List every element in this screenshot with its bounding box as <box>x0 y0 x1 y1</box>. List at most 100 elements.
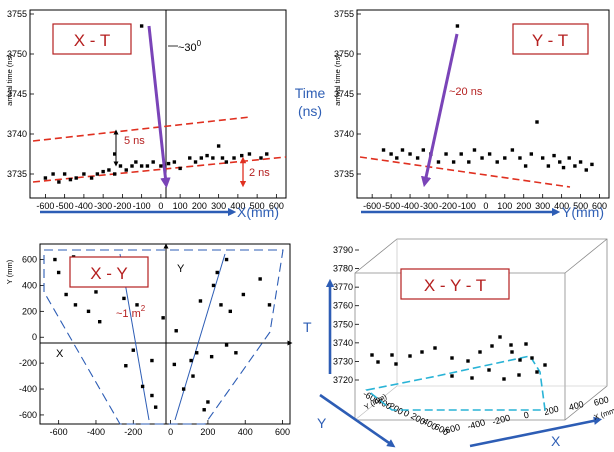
x-y-label: X - Y <box>90 264 127 283</box>
data-point <box>518 358 522 362</box>
data-point <box>444 152 448 156</box>
data-point <box>53 257 57 262</box>
data-point <box>436 160 441 164</box>
data-point <box>495 160 499 164</box>
data-point <box>455 24 460 28</box>
y-t-ylabel: arrival time (ns) <box>333 54 342 106</box>
x-tick-label: 0 <box>168 427 173 437</box>
x3d-tick-label: -400 <box>466 417 486 431</box>
y-tick-label: 3735 <box>334 169 354 179</box>
x-t-ylabel: arrival time (ns) <box>5 54 14 106</box>
data-point <box>247 152 252 156</box>
x3d-tick-label: 200 <box>543 404 560 418</box>
data-point <box>433 346 437 350</box>
x3d-axis-arrow <box>469 416 603 448</box>
data-point <box>267 303 272 307</box>
data-point <box>145 164 150 168</box>
y-tick-label: -600 <box>19 410 37 420</box>
data-point <box>408 354 412 358</box>
data-point <box>478 350 482 354</box>
x-tick-label: 400 <box>554 201 569 211</box>
data-point <box>150 358 154 363</box>
x-y-t-label: X - Y - T <box>424 276 486 295</box>
t-tick-label: 3730 <box>333 356 353 366</box>
data-point <box>159 164 163 168</box>
box-base-diag <box>354 385 398 421</box>
data-point <box>370 353 374 357</box>
y-axis-name: Y(mm) <box>562 204 604 220</box>
y-tick-label: 3755 <box>7 9 27 19</box>
data-point <box>517 373 521 377</box>
data-point <box>265 152 269 156</box>
x-y-label-box <box>69 256 149 288</box>
time-unit: (ns) <box>298 103 322 119</box>
y-t-label-box <box>512 23 589 55</box>
x-y-ylabel: Y (mm) <box>5 259 14 284</box>
data-point <box>62 172 67 176</box>
data-point <box>202 408 206 412</box>
t-tick-label: 3780 <box>333 264 353 274</box>
data-point <box>573 164 577 168</box>
x-tick-label: 600 <box>269 201 284 211</box>
data-point <box>421 148 426 152</box>
data-point <box>503 156 507 160</box>
data-point <box>188 156 192 160</box>
data-point <box>199 156 204 160</box>
y-tick-label: 600 <box>22 255 37 265</box>
x-y-t-points <box>370 335 547 381</box>
x-tick-label: -600 <box>363 201 381 211</box>
y-tick-label: -200 <box>19 358 37 368</box>
y-tick-label: 3755 <box>334 9 354 19</box>
data-point <box>552 153 556 158</box>
box-top-edge <box>564 238 608 274</box>
t-tick-label: 3790 <box>333 245 353 255</box>
data-point <box>139 164 144 168</box>
data-point <box>523 164 528 168</box>
y-tick-label: 400 <box>22 280 37 290</box>
data-point <box>131 348 135 352</box>
x-tick-label: 600 <box>592 201 607 211</box>
data-point <box>89 176 94 180</box>
data-point <box>510 350 514 354</box>
x-t-label: X - T <box>74 31 111 50</box>
data-point <box>467 160 471 164</box>
data-point <box>161 316 165 320</box>
y-t-label: Y - T <box>532 31 568 50</box>
data-point <box>558 160 562 164</box>
x-tick-label: 200 <box>192 201 207 211</box>
y3d-axis-name: Y <box>317 415 327 431</box>
data-point <box>172 362 177 367</box>
data-point <box>241 292 246 297</box>
data-point <box>535 120 539 124</box>
box-outline <box>354 238 608 421</box>
data-point <box>466 359 470 363</box>
x-t-points <box>43 24 269 184</box>
data-point <box>389 152 393 156</box>
data-point <box>509 343 513 347</box>
x-tick-label: 600 <box>275 427 290 437</box>
y-tick-label: 3745 <box>334 89 354 99</box>
data-point <box>57 180 61 184</box>
data-point <box>567 156 571 160</box>
data-point <box>82 172 86 176</box>
data-point <box>118 164 123 168</box>
data-point <box>166 161 171 166</box>
panel-x-y-t: 3790 3780 3770 3760 3750 3740 3730 3720 -600 -400… <box>303 238 614 449</box>
data-point <box>139 24 144 28</box>
data-point <box>224 257 229 262</box>
data-point <box>224 343 229 347</box>
data-point <box>124 168 128 172</box>
x3d-axis-name: X <box>551 433 561 449</box>
x-y-ticks: -600 -400 -200 0 200 400 600 600 400 200 0 -200 -400… <box>19 255 290 437</box>
data-point <box>86 309 91 314</box>
x-tick-label: 200 <box>200 427 215 437</box>
x3d-tick-label: -200 <box>491 413 511 427</box>
x-y-y-name: Y <box>177 263 185 275</box>
y-t-ticks: -600 -500 -400 -300 -200 -100 0 100 200 300 400 500… <box>334 9 607 211</box>
data-point <box>490 344 494 348</box>
x-tick-label: -200 <box>439 201 457 211</box>
x-t-frame <box>29 9 287 199</box>
data-point <box>228 309 232 314</box>
x-tick-label: 300 <box>211 201 226 211</box>
data-point <box>584 168 588 172</box>
